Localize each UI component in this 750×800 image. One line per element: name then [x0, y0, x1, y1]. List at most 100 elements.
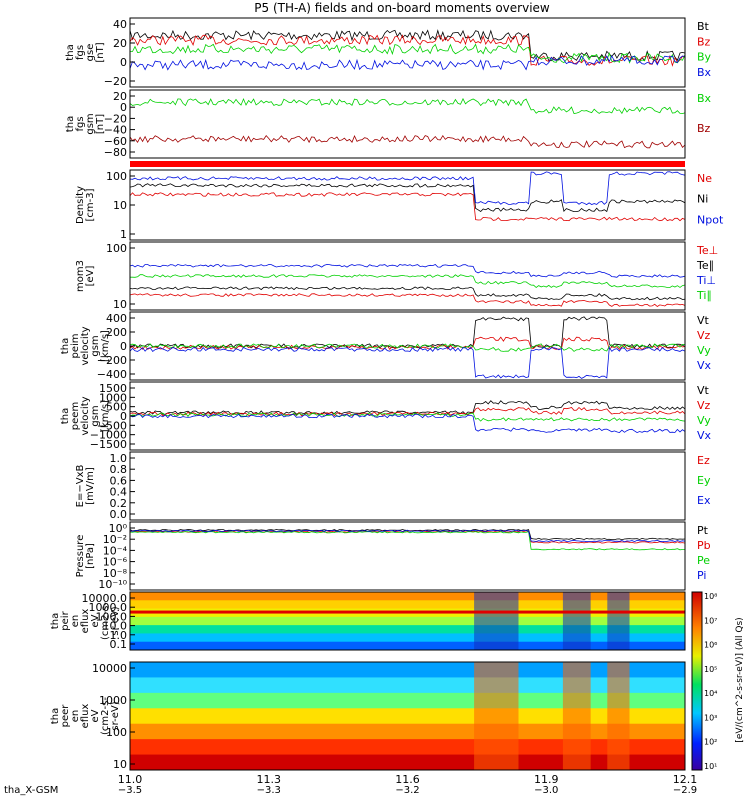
legend-Vt: Vt [697, 384, 710, 397]
legend-Ey: Ey [697, 474, 711, 487]
y-tick-label: 0.0 [110, 508, 128, 521]
legend-Pe: Pe [697, 554, 710, 567]
y-axis-label: velocity [80, 396, 91, 435]
colorbar-tick: 10⁴ [704, 689, 717, 698]
panel-frame [129, 451, 686, 521]
legend-Vz: Vz [697, 329, 711, 342]
y-tick-label: 400 [106, 312, 127, 325]
legend-Te⊥: Te⊥ [696, 244, 718, 257]
y-axis-label: eflux [80, 609, 91, 634]
y-tick-label: 1.0 [110, 452, 128, 465]
y-axis-label: Density [75, 186, 86, 224]
series-line-Vt [129, 400, 686, 415]
series-line-Te⊥ [129, 293, 686, 307]
panel-frame [129, 17, 686, 88]
y-axis-label: eflux [80, 704, 91, 729]
x-tick-label: 11.0 [118, 773, 143, 786]
y-axis-label: peim [70, 333, 81, 358]
y-axis-label: tha [65, 44, 76, 60]
x-row-label: tha_X-GSM [4, 785, 58, 796]
panel-fgs_gsm: 200−20−40−60−80 tha fgs gsm [nT] Bx Bz [65, 89, 712, 159]
series-line-Bz [129, 134, 686, 149]
spectrogram-peak-line [130, 610, 685, 614]
spectrogram-band [130, 592, 685, 601]
spectrogram-band [130, 625, 685, 634]
panel-fgs_gse: 40 20 0 −20 tha fgs gse [nT] Bt Bz By Bx [65, 17, 712, 88]
x-tick-label: 11.9 [534, 773, 559, 786]
legend-Bx: Bx [697, 66, 712, 79]
panel-efield: 1.00.80.60.40.20.0 E=−VxB [mV/m] Ez Ey Ex [75, 451, 711, 521]
y-tick-label: 10000.0 [82, 592, 128, 605]
y-tick-label: 20 [113, 90, 127, 103]
spectrogram-event [607, 662, 630, 770]
legend-Vz: Vz [697, 399, 711, 412]
legend-Vx: Vx [697, 359, 712, 372]
y-tick-label: 0.8 [110, 463, 128, 476]
x-tick-label: 12.1 [673, 773, 698, 786]
y-tick-label: −60 [104, 135, 127, 148]
y-axis-label: peem [70, 402, 81, 430]
y-axis-label: tha [50, 708, 61, 724]
y-axis-label: fgs [75, 116, 86, 131]
y-tick-label: 1500 [99, 382, 127, 395]
y-axis-label: (cm2-s- [100, 697, 111, 735]
y-tick-label: 1000 [99, 391, 127, 404]
series-line-Vy [129, 412, 686, 422]
colorbar-tick: 10³ [704, 713, 717, 722]
series-line-Bz [129, 34, 686, 67]
spectrogram-band [130, 708, 685, 725]
y-axis-label: fgs [75, 45, 86, 60]
panel-frame [129, 241, 686, 311]
x-tick-label: 11.6 [395, 773, 420, 786]
y-tick-label: 10 [113, 199, 127, 212]
y-tick-label: −40 [104, 124, 127, 137]
x-row-value: −3.2 [395, 785, 419, 796]
y-tick-label: 1 [120, 228, 127, 241]
y-axis-label: gsm [85, 113, 96, 134]
y-tick-label: 10⁻⁶ [103, 556, 128, 569]
legend-Ni: Ni [697, 193, 708, 206]
spectrogram-band [130, 692, 685, 709]
y-axis-label: sr-eV) [110, 606, 121, 635]
y-axis-label: en [70, 710, 81, 723]
y-axis-label: [km/s] [100, 400, 111, 432]
y-tick-label: −20 [104, 112, 127, 125]
legend-Vy: Vy [697, 414, 711, 427]
y-tick-label: 100 [106, 726, 127, 739]
y-axis-label: gsm [90, 405, 101, 426]
series-line-Ti⊥ [129, 263, 686, 278]
y-tick-label: 10 [113, 298, 127, 311]
legend-Vy: Vy [697, 344, 711, 357]
colorbar-tick: 10⁸ [704, 592, 717, 601]
series-line-Ne [129, 192, 686, 222]
legend-Ti∥: Ti∥ [696, 289, 712, 302]
y-axis-label: (cm2-s- [100, 602, 111, 640]
legend-By: By [697, 51, 712, 64]
y-axis-label: tha [50, 613, 61, 629]
series-line-Bt [129, 29, 686, 62]
legend-Pb: Pb [697, 539, 711, 552]
y-axis-label: [mV/m] [85, 467, 96, 505]
x-row-value: −2.9 [673, 785, 697, 796]
spectrogram-event [607, 592, 630, 650]
y-tick-label: 1000 [99, 694, 127, 707]
spectrogram-band [130, 662, 685, 678]
y-tick-label: 10⁻² [103, 533, 127, 546]
series-line-Ni [129, 183, 686, 213]
spectrogram-event [474, 662, 519, 770]
y-axis-label: velocity [80, 326, 91, 365]
y-axis-label: [cm-3] [85, 188, 96, 221]
colorbar-tick: 10¹ [704, 762, 717, 771]
y-tick-label: 0.2 [110, 497, 128, 510]
y-axis-label: [nT] [95, 114, 106, 134]
panel-frame [129, 89, 686, 159]
y-tick-label: 100 [106, 242, 127, 255]
spectrogram-band [130, 677, 685, 694]
y-axis-label: [nT] [95, 42, 106, 62]
panel-density: 100 10 1 Density [cm-3] Ne Ni Npot [75, 169, 724, 241]
spectrogram-band [130, 600, 685, 610]
spectrogram-event [562, 662, 591, 770]
y-axis-label: en [70, 615, 81, 628]
